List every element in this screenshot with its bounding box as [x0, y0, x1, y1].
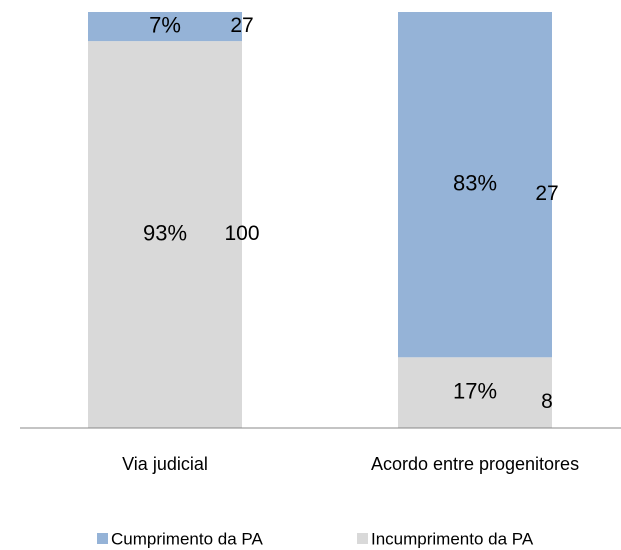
value-label: 7%: [149, 12, 181, 37]
legend-swatch: [97, 533, 108, 544]
value-label: 93%: [143, 220, 187, 245]
count-label: 27: [230, 14, 253, 37]
count-label: 100: [224, 222, 259, 245]
x-tick-label: Via judicial: [122, 454, 208, 474]
bar-segment: [398, 12, 552, 358]
count-label: 8: [541, 390, 553, 413]
legend-label: Cumprimento da PA: [111, 529, 263, 548]
legend-label: Incumprimento da PA: [371, 529, 534, 548]
bar-segment: [88, 12, 242, 42]
value-label: 17%: [453, 378, 497, 403]
count-label: 27: [535, 182, 558, 205]
x-tick-label: Acordo entre progenitores: [371, 454, 579, 474]
legend-swatch: [357, 533, 368, 544]
value-label: 83%: [453, 170, 497, 195]
bar-segment: [88, 41, 242, 429]
bar-segment: [398, 357, 552, 428]
